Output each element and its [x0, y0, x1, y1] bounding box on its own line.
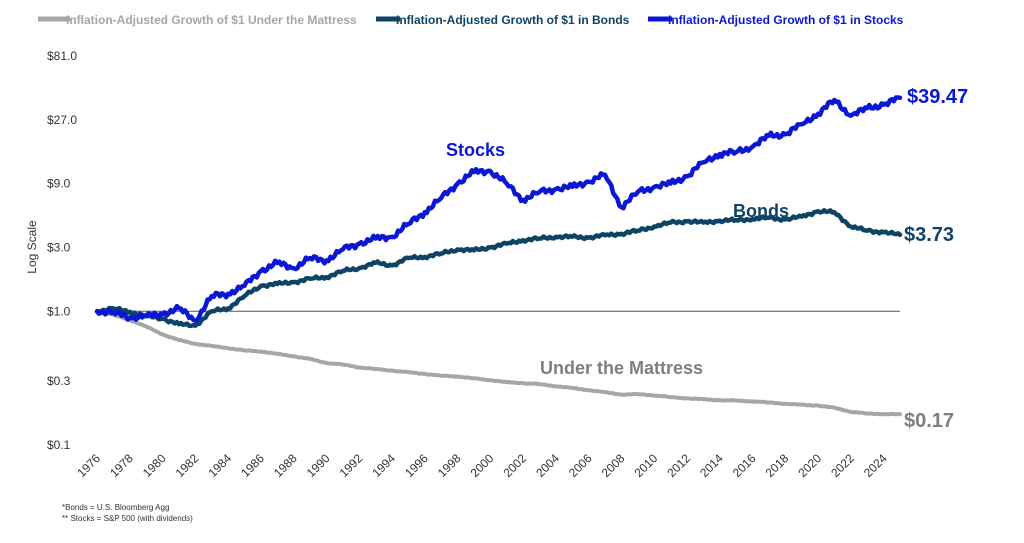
x-tick-label: 2002: [500, 451, 529, 480]
y-axis-ticks: $81.0 $27.0 $9.0 $3.0 $1.0 $0.3 $0.1: [47, 49, 77, 452]
x-tick-label: 2016: [730, 451, 759, 480]
end-label-mattress: $0.17: [904, 410, 954, 432]
x-tick-label: 1992: [337, 451, 366, 480]
x-tick-label: 1980: [140, 451, 169, 480]
x-tick-label: 2022: [828, 451, 857, 480]
x-tick-label: 1990: [304, 451, 333, 480]
series-line-stocks: [94, 95, 903, 323]
x-tick-label: 2018: [763, 451, 792, 480]
x-tick-label: 2006: [566, 451, 595, 480]
legend: Inflation-Adjusted Growth of $1 Under th…: [38, 13, 904, 27]
x-tick-label: 2000: [468, 451, 497, 480]
legend-label-mattress: Inflation-Adjusted Growth of $1 Under th…: [66, 13, 357, 27]
legend-item-bonds[interactable]: Inflation-Adjusted Growth of $1 in Bonds: [376, 13, 630, 27]
end-label-stocks: $39.47: [907, 86, 968, 108]
x-tick-label: 1986: [238, 451, 267, 480]
x-tick-label: 1996: [402, 451, 431, 480]
x-tick-label: 1984: [205, 451, 234, 480]
series-annotation-stocks: Stocks: [446, 140, 505, 160]
x-tick-label: 1978: [107, 451, 136, 480]
footnote-stocks: ** Stocks = S&P 500 (with dividends): [62, 514, 193, 523]
x-tick-label: 2008: [599, 451, 628, 480]
legend-label-bonds: Inflation-Adjusted Growth of $1 in Bonds: [396, 13, 630, 27]
series-line-bonds: [94, 208, 903, 329]
y-tick-label: $3.0: [47, 240, 71, 254]
x-tick-label: 1982: [173, 451, 202, 480]
series-annotation-mattress: Under the Mattress: [540, 358, 703, 378]
legend-label-stocks: Inflation-Adjusted Growth of $1 in Stock…: [668, 13, 904, 27]
x-tick-label: 2010: [632, 451, 661, 480]
y-tick-label: $81.0: [47, 49, 77, 63]
x-tick-label: 2020: [795, 451, 824, 480]
y-axis-title: Log Scale: [25, 220, 39, 274]
x-tick-label: 2014: [697, 451, 726, 480]
x-axis-ticks: 1976 1978 1980 1982 1984 1986 1988 1990 1992 1994…: [74, 451, 890, 480]
series-annotation-bonds: Bonds: [733, 201, 789, 221]
x-tick-label: 1988: [271, 451, 300, 480]
legend-item-mattress[interactable]: Inflation-Adjusted Growth of $1 Under th…: [38, 13, 357, 27]
y-tick-label: $9.0: [47, 177, 71, 191]
x-tick-label: 1998: [435, 451, 464, 480]
x-tick-label: 1976: [74, 451, 103, 480]
x-tick-label: 2004: [533, 451, 562, 480]
y-tick-label: $1.0: [47, 304, 71, 318]
y-tick-label: $0.3: [47, 374, 71, 388]
series-lines: [94, 95, 903, 417]
y-tick-label: $0.1: [47, 438, 71, 452]
x-tick-label: 2012: [664, 451, 693, 480]
y-tick-label: $27.0: [47, 113, 77, 127]
footnote-bonds: *Bonds = U.S. Bloomberg Agg: [62, 503, 170, 512]
series-line-mattress: [95, 309, 902, 417]
x-tick-label: 2024: [861, 451, 890, 480]
end-label-bonds: $3.73: [904, 224, 954, 246]
legend-item-stocks[interactable]: Inflation-Adjusted Growth of $1 in Stock…: [648, 13, 904, 27]
x-tick-label: 1994: [369, 451, 398, 480]
